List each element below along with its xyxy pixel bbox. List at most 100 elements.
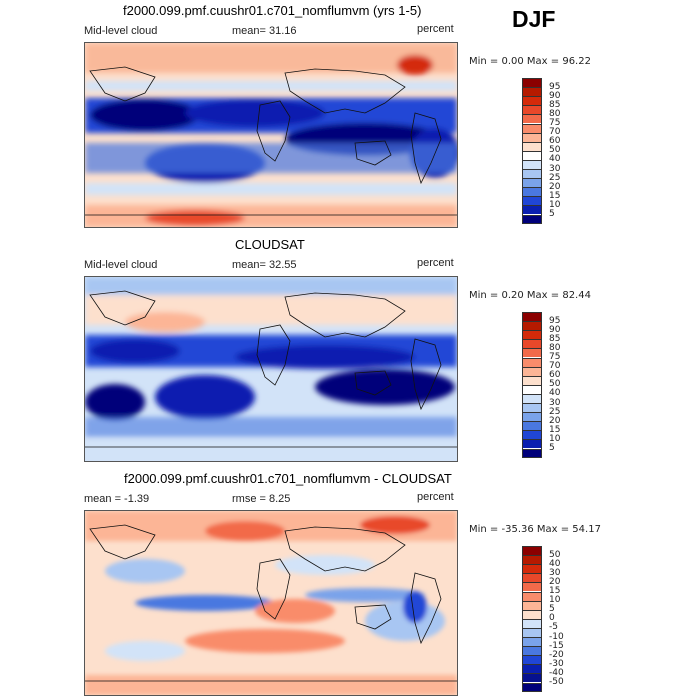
- colorbar-tick-label: 75: [549, 352, 561, 362]
- colorbar-swatch: [522, 609, 542, 619]
- panel-1-title: f2000.099.pmf.cuushr01.c701_nomflumvm (y…: [123, 3, 422, 18]
- colorbar-swatch: [522, 582, 542, 592]
- panel-3-map: [84, 510, 458, 696]
- colorbar-tick-label: 85: [549, 99, 561, 110]
- colorbar-swatch: [522, 366, 542, 376]
- colorbar-tick-label: 70: [549, 361, 561, 372]
- colorbar-tick-label: 25: [549, 406, 561, 417]
- colorbar-tick-label: 95: [549, 315, 561, 326]
- colorbar-swatch: [522, 141, 542, 151]
- colorbar-tick-label: 90: [549, 90, 561, 101]
- colorbar-swatch: [522, 123, 542, 133]
- colorbar-tick-label: 10: [549, 595, 561, 606]
- colorbar-swatch: [522, 673, 542, 683]
- panel-3-rmse-label: rmse = 8.25: [232, 493, 291, 505]
- colorbar-frame: [522, 78, 542, 224]
- colorbar-tick-label: 80: [549, 342, 561, 353]
- panel-1-mean-label: mean= 31.16: [232, 25, 297, 37]
- colorbar-tick-label: 50: [549, 549, 561, 560]
- colorbar-swatch: [522, 627, 542, 637]
- colorbar-swatch: [522, 96, 542, 106]
- colorbar-swatch: [522, 600, 542, 610]
- colorbar-tick-label: 15: [549, 586, 561, 596]
- panel-1-map-field: [85, 43, 457, 227]
- panel-2-title: CLOUDSAT: [235, 237, 305, 252]
- colorbar-tick-label: 15: [549, 190, 561, 201]
- colorbar-swatch: [522, 339, 542, 349]
- colorbar-tick-label: 15: [549, 424, 561, 435]
- colorbar-tick-label: 20: [549, 576, 561, 587]
- colorbar-swatch: [522, 421, 542, 431]
- panel-2-units-label: percent: [417, 257, 454, 269]
- colorbar-swatch: [522, 682, 542, 692]
- colorbar-tick-label: -15: [549, 640, 564, 651]
- panel-2-map-field: [85, 277, 457, 461]
- colorbar-tick-label: -5: [549, 622, 558, 633]
- colorbar-swatch: [522, 150, 542, 160]
- colorbar-tick-label: -30: [549, 658, 564, 669]
- panel-2-variable-label: Mid-level cloud: [84, 259, 158, 271]
- colorbar-tick-label: 75: [549, 118, 561, 128]
- colorbar-frame: [522, 312, 542, 458]
- colorbar-swatch: [522, 169, 542, 179]
- panel-1-units-label: percent: [417, 23, 454, 35]
- colorbar-tick-label: 0: [549, 613, 555, 624]
- colorbar-swatch: [522, 205, 542, 215]
- colorbar-swatch: [522, 87, 542, 97]
- colorbar-tick-label: 50: [549, 379, 561, 390]
- colorbar-tick-label: 25: [549, 172, 561, 183]
- colorbar-tick-label: 60: [549, 370, 561, 381]
- colorbar-tick-label: 20: [549, 181, 561, 192]
- colorbar-tick-label: 5: [549, 443, 555, 453]
- colorbar-swatch: [522, 637, 542, 647]
- colorbar-swatch: [522, 448, 542, 458]
- panel-3-title: f2000.099.pmf.cuushr01.c701_nomflumvm - …: [124, 471, 452, 486]
- colorbar-tick-label: 10: [549, 199, 561, 210]
- colorbar-tick-label: 70: [549, 127, 561, 138]
- colorbar-swatch: [522, 655, 542, 665]
- colorbar-tick-label: -20: [549, 649, 564, 660]
- colorbar-tick-label: 5: [549, 209, 555, 219]
- colorbar-tick-label: -10: [549, 631, 564, 642]
- colorbar-tick-label: 40: [549, 558, 561, 569]
- colorbar-swatch: [522, 187, 542, 197]
- colorbar-swatch: [522, 132, 542, 142]
- colorbar-swatch: [522, 412, 542, 422]
- colorbar-swatch: [522, 159, 542, 169]
- colorbar-swatch: [522, 646, 542, 656]
- colorbar-swatch: [522, 618, 542, 628]
- colorbar-tick-label: 85: [549, 333, 561, 344]
- panel-1-variable-label: Mid-level cloud: [84, 25, 158, 37]
- colorbar-tick-label: 20: [549, 415, 561, 426]
- colorbar-frame: [522, 546, 542, 692]
- colorbar-tick-label: 5: [549, 604, 555, 615]
- colorbar-tick-label: 80: [549, 108, 561, 119]
- colorbar-swatch: [522, 564, 542, 574]
- panel-2-mean-label: mean= 32.55: [232, 259, 297, 271]
- panel-2-minmax: Min = 0.20 Max = 82.44: [469, 290, 591, 301]
- panel-3-mean-label: mean = -1.39: [84, 493, 150, 505]
- panel-3-map-field: [85, 511, 457, 695]
- colorbar-tick-label: 30: [549, 163, 561, 174]
- colorbar-swatch: [522, 357, 542, 367]
- colorbar-tick-label: 10: [549, 433, 561, 444]
- colorbar-swatch: [522, 321, 542, 331]
- panel-1-minmax: Min = 0.00 Max = 96.22: [469, 56, 591, 67]
- colorbar-swatch: [522, 384, 542, 394]
- colorbar-swatch: [522, 214, 542, 224]
- colorbar-tick-label: 90: [549, 324, 561, 335]
- colorbar-tick-label: -40: [549, 667, 564, 678]
- panel-2-map: [84, 276, 458, 462]
- colorbar-swatch: [522, 439, 542, 449]
- colorbar-tick-label: 50: [549, 145, 561, 156]
- colorbar-tick-label: 30: [549, 567, 561, 578]
- colorbar-swatch: [522, 348, 542, 358]
- colorbar-swatch: [522, 403, 542, 413]
- colorbar-swatch: [522, 114, 542, 124]
- colorbar-swatch: [522, 105, 542, 115]
- colorbar-tick-label: 40: [549, 388, 561, 399]
- colorbar-swatch: [522, 591, 542, 601]
- colorbar-tick-label: 95: [549, 81, 561, 92]
- panel-1-map: [84, 42, 458, 228]
- panel-3-minmax: Min = -35.36 Max = 54.17: [469, 524, 601, 535]
